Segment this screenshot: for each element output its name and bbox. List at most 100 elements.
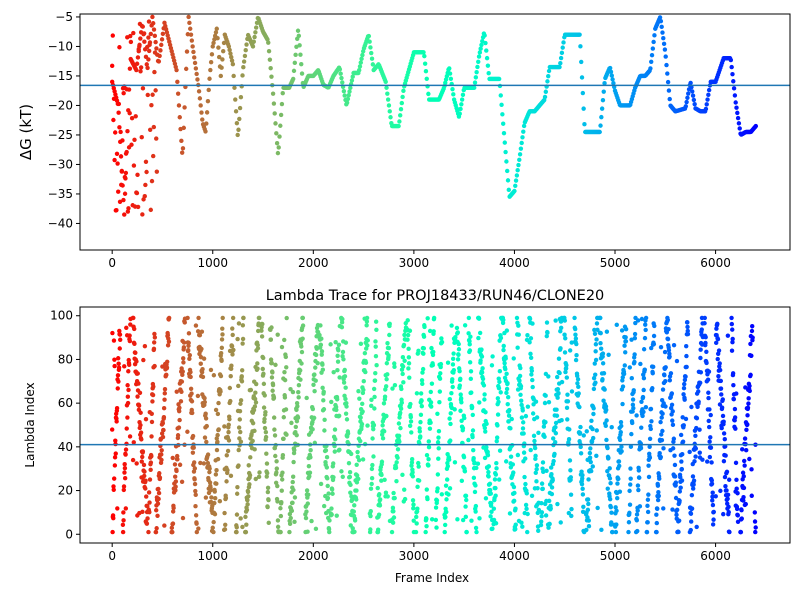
- delta-g-point: [729, 64, 734, 70]
- delta-g-point: [484, 48, 489, 53]
- lambda-point: [339, 324, 345, 330]
- lambda-point: [174, 389, 179, 394]
- lambda-point: [117, 328, 122, 334]
- lambda-point: [120, 529, 126, 535]
- lambda-point: [680, 415, 685, 420]
- lambda-point: [607, 476, 613, 481]
- delta-g-point: [204, 110, 210, 115]
- delta-g-point: [116, 110, 121, 115]
- lambda-point: [149, 419, 155, 425]
- lambda-point: [642, 335, 648, 341]
- lambda-point: [640, 394, 646, 400]
- lambda-point: [159, 431, 165, 436]
- lambda-point: [580, 476, 585, 481]
- lambda-point: [735, 491, 740, 496]
- lambda-point: [601, 371, 607, 376]
- lambda-point: [177, 462, 183, 467]
- lambda-point: [227, 385, 233, 391]
- delta-g-point: [188, 26, 193, 31]
- lambda-point: [371, 386, 377, 392]
- lambda-point: [429, 404, 434, 409]
- lambda-point: [534, 479, 539, 484]
- delta-g-point: [240, 73, 245, 78]
- lambda-point: [704, 360, 709, 366]
- lambda-point: [222, 424, 227, 429]
- lambda-point: [255, 328, 261, 334]
- lambda-point: [613, 529, 619, 535]
- delta-g-point: [340, 80, 345, 85]
- delta-g-point: [200, 117, 205, 122]
- delta-g-point: [398, 107, 404, 112]
- lambda-y-tick-label: 20: [58, 484, 73, 498]
- lambda-point: [569, 506, 574, 512]
- lambda-point: [707, 454, 713, 460]
- lambda-point: [460, 517, 466, 523]
- lambda-point: [419, 378, 425, 383]
- lambda-point: [515, 452, 521, 458]
- lambda-point: [619, 328, 625, 333]
- delta-g-point: [268, 65, 273, 71]
- lambda-point: [683, 416, 689, 422]
- lambda-point: [460, 426, 466, 431]
- lambda-point: [132, 326, 137, 332]
- lambda-point: [459, 418, 464, 424]
- lambda-x-tick-label: 6000: [700, 549, 731, 563]
- lambda-point: [666, 326, 671, 332]
- lambda-x-tick-label: 1000: [197, 549, 228, 563]
- lambda-point: [741, 474, 746, 479]
- lambda-point: [116, 379, 121, 384]
- lambda-point: [142, 469, 147, 474]
- lambda-point: [306, 463, 312, 469]
- lambda-point: [511, 498, 517, 504]
- lambda-point: [354, 480, 360, 485]
- lambda-point: [284, 315, 289, 321]
- lambda-point: [450, 377, 455, 382]
- lambda-point: [748, 341, 753, 347]
- lambda-point: [230, 326, 235, 331]
- lambda-point: [400, 355, 406, 360]
- lambda-point: [241, 315, 246, 321]
- delta-g-point: [479, 42, 484, 48]
- lambda-point: [146, 490, 152, 495]
- delta-g-point: [250, 44, 256, 49]
- lambda-point: [530, 377, 535, 383]
- lambda-point: [141, 462, 147, 468]
- lambda-point: [127, 434, 133, 439]
- lambda-point: [484, 421, 489, 427]
- lambda-point: [657, 450, 662, 456]
- lambda-point: [142, 473, 147, 479]
- lambda-point: [279, 344, 285, 350]
- lambda-point: [343, 385, 348, 390]
- lambda-point: [321, 407, 327, 412]
- delta-g-point: [114, 207, 119, 213]
- lambda-point: [334, 397, 340, 402]
- lambda-point: [706, 395, 711, 401]
- lambda-point: [606, 455, 611, 461]
- lambda-point: [433, 505, 439, 510]
- lambda-point: [341, 380, 347, 385]
- lambda-y-tick-label: 80: [58, 352, 73, 366]
- delta-g-point: [274, 131, 279, 136]
- lambda-point: [377, 503, 383, 508]
- lambda-point: [598, 330, 603, 336]
- lambda-point: [603, 423, 608, 429]
- lambda-point: [236, 321, 242, 326]
- lambda-point: [574, 341, 579, 347]
- delta-g-point: [735, 115, 741, 121]
- lambda-point: [684, 353, 689, 359]
- lambda-point: [749, 353, 754, 358]
- delta-g-point: [185, 32, 191, 37]
- lambda-point: [280, 477, 285, 482]
- lambda-point: [501, 343, 506, 349]
- lambda-point: [362, 350, 368, 356]
- delta-g-point: [227, 47, 232, 53]
- lambda-point: [127, 338, 133, 344]
- lambda-point: [593, 357, 599, 363]
- delta-g-chart: 0 1000 2000 3000 4000 5000 6000 −40−35−30−25−2…: [17, 10, 791, 270]
- lambda-point: [536, 528, 541, 533]
- lambda-point: [369, 403, 374, 409]
- lambda-point: [243, 514, 248, 520]
- lambda-point: [150, 392, 156, 398]
- lambda-point: [638, 445, 644, 451]
